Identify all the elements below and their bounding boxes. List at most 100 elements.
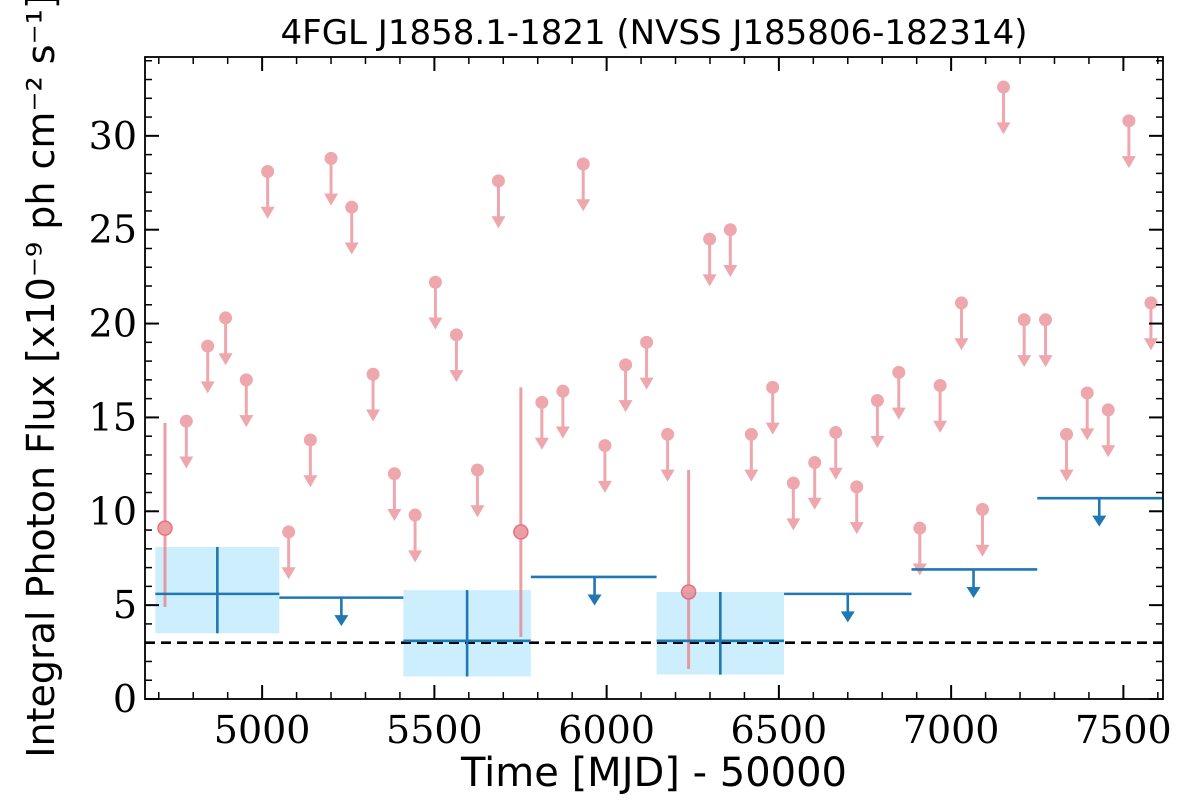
short-bin-upper-limit — [387, 467, 402, 522]
upper-limit-arrowhead — [260, 206, 275, 219]
upper-limit-arrowhead — [218, 353, 233, 366]
plot-area: 5000 5500 6000 6500 7000 7500 0 5 10 15 20 25 30 — [89, 56, 1172, 752]
short-bin-upper-limit — [660, 427, 675, 482]
y-tick-label: 30 — [89, 114, 137, 158]
short-bin-upper-limit — [281, 525, 296, 580]
long-bin-upper-limit-arrowhead — [587, 594, 602, 606]
short-bin-upper-limit — [1059, 427, 1074, 482]
y-tick-label: 15 — [89, 395, 137, 439]
upper-limit-marker — [387, 467, 401, 481]
upper-limit-arrowhead — [660, 469, 675, 482]
upper-limit-marker — [661, 427, 675, 441]
upper-limit-marker — [535, 395, 549, 409]
detection-marker — [680, 584, 697, 600]
short-bin-upper-limit — [639, 335, 654, 390]
upper-limit-marker — [324, 151, 338, 165]
upper-limit-arrowhead — [849, 522, 864, 535]
upper-limit-marker — [1017, 313, 1031, 327]
short-bin-upper-limit — [1101, 403, 1116, 458]
short-bin-upper-limit — [618, 358, 633, 413]
short-bin-upper-limit — [428, 275, 443, 330]
upper-limit-marker — [282, 525, 296, 539]
short-bin-upper-limit — [1038, 313, 1053, 368]
upper-limit-marker — [345, 200, 359, 214]
short-bin-upper-limit — [849, 480, 864, 535]
short-bin-upper-limit — [1121, 114, 1136, 169]
short-bin-upper-limit — [200, 339, 215, 394]
short-bin-upper-limit — [408, 508, 423, 563]
upper-limit-arrowhead — [1143, 338, 1158, 351]
upper-limit-marker — [449, 328, 463, 342]
upper-limit-marker — [366, 367, 380, 381]
upper-limit-arrowhead — [534, 437, 549, 450]
upper-limit-marker — [1101, 403, 1115, 417]
short-bin-upper-limit — [239, 373, 254, 428]
upper-limit-arrowhead — [366, 409, 381, 422]
upper-limit-marker — [766, 380, 780, 394]
upper-limit-arrowhead — [1038, 355, 1053, 368]
chart-title: 4FGL J1858.1-1821 (NVSS J185806-182314) — [281, 13, 1028, 53]
x-tick-label: 7000 — [903, 708, 1000, 752]
y-tick-label: 0 — [113, 677, 137, 721]
y-tick-label: 20 — [89, 302, 137, 346]
upper-limit-arrowhead — [303, 475, 318, 488]
short-bin-detection — [157, 423, 173, 608]
upper-limit-marker — [1039, 313, 1053, 327]
short-bin-upper-limit — [891, 365, 906, 420]
upper-limit-arrowhead — [179, 456, 194, 469]
upper-limit-marker — [913, 521, 927, 535]
upper-limit-marker — [1122, 114, 1136, 128]
upper-limit-arrowhead — [344, 242, 359, 255]
long-bin-upper-limit-arrowhead — [334, 615, 349, 627]
upper-limit-marker — [303, 433, 317, 447]
short-bin-upper-limit — [1080, 386, 1095, 441]
short-bin-upper-limit — [470, 463, 485, 518]
upper-limit-marker — [201, 339, 215, 353]
upper-limit-arrowhead — [555, 426, 570, 439]
upper-limit-marker — [576, 157, 590, 171]
upper-limit-marker — [470, 463, 484, 477]
upper-limit-marker — [1144, 296, 1158, 310]
upper-limit-arrowhead — [281, 567, 296, 580]
short-bin-upper-limit — [744, 427, 759, 482]
short-bin-upper-limit — [303, 433, 318, 488]
upper-limit-arrowhead — [870, 435, 885, 448]
upper-limit-arrowhead — [597, 480, 612, 493]
upper-limit-marker — [808, 455, 822, 469]
detection-marker — [157, 520, 173, 536]
x-tick-label: 6000 — [558, 708, 655, 752]
short-bin-upper-limit — [1143, 296, 1158, 351]
upper-limit-marker — [179, 414, 193, 428]
long-bin-upper-limit-arrowhead — [840, 611, 855, 623]
short-bin-upper-limit — [954, 296, 969, 351]
short-bin-upper-limit — [807, 455, 822, 510]
short-bin-upper-limit — [366, 367, 381, 422]
upper-limit-arrowhead — [428, 317, 443, 330]
upper-limit-arrowhead — [1101, 445, 1116, 458]
upper-limit-arrowhead — [408, 550, 423, 563]
short-bin-upper-limit — [555, 384, 570, 439]
x-tick-label: 5500 — [386, 708, 483, 752]
upper-limit-arrowhead — [200, 381, 215, 394]
upper-limit-marker — [744, 427, 758, 441]
short-bin-upper-limit — [344, 200, 359, 255]
upper-limit-marker — [870, 394, 884, 408]
y-tick-label: 5 — [113, 583, 137, 627]
upper-limit-arrowhead — [491, 216, 506, 229]
upper-limit-marker — [598, 439, 612, 453]
short-bin-upper-limit — [870, 394, 885, 448]
upper-limit-arrowhead — [639, 377, 654, 390]
upper-limit-arrowhead — [723, 265, 738, 277]
short-bin-detection — [680, 469, 697, 669]
short-bin-upper-limit — [996, 80, 1011, 135]
short-bin-upper-limit — [534, 395, 549, 450]
upper-limit-marker — [850, 480, 864, 494]
upper-limit-arrowhead — [239, 415, 254, 428]
upper-limit-marker — [408, 508, 422, 522]
x-tick-label: 7500 — [1075, 708, 1172, 752]
upper-limit-marker — [556, 384, 570, 398]
upper-limit-marker — [640, 335, 654, 349]
upper-limit-marker — [829, 425, 843, 439]
short-bin-upper-limit — [912, 521, 927, 576]
